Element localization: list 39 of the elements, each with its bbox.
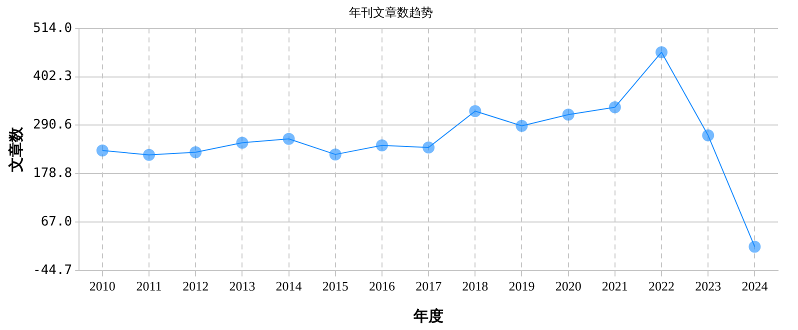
x-tick-label: 2011 xyxy=(136,278,162,294)
y-axis-title: 文章数 xyxy=(6,126,25,173)
x-tick-label: 2016 xyxy=(368,278,396,294)
x-tick-label: 2023 xyxy=(695,278,722,294)
point xyxy=(236,136,248,149)
point xyxy=(469,105,482,118)
x-tick-label: 2020 xyxy=(555,278,582,294)
point xyxy=(376,139,388,152)
point xyxy=(96,144,108,157)
point xyxy=(608,101,621,114)
point xyxy=(748,240,761,253)
y-tick-label: 290.6 xyxy=(32,118,72,133)
point xyxy=(190,146,202,158)
x-tick-label: 2013 xyxy=(229,278,256,294)
y-tick-label: 67.0 xyxy=(40,214,72,230)
point xyxy=(656,46,668,58)
x-tick-label: 2018 xyxy=(462,278,488,294)
y-tick-label: 178.8 xyxy=(32,166,72,181)
y-tick-label: -44.7 xyxy=(32,262,72,278)
x-axis-title: 年度 xyxy=(412,306,444,325)
point xyxy=(422,142,435,154)
point xyxy=(143,148,156,161)
chart-title: 年刊文章数趋势 xyxy=(349,5,433,20)
x-tick-label: 2024 xyxy=(742,278,768,294)
x-tick-label: 2014 xyxy=(276,278,302,294)
y-tick-label: 514.0 xyxy=(32,20,72,36)
x-tick-label: 2022 xyxy=(648,278,675,294)
point xyxy=(562,108,574,121)
point xyxy=(282,132,295,145)
x-tick-label: 2010 xyxy=(89,278,116,294)
x-tick-label: 2021 xyxy=(602,278,628,294)
y-tick-label: 402.3 xyxy=(32,69,72,84)
x-tick-label: 2019 xyxy=(508,278,535,294)
point xyxy=(329,148,342,160)
x-tick-label: 2017 xyxy=(416,278,442,294)
point xyxy=(702,129,714,142)
point xyxy=(516,120,528,132)
x-tick-label: 2012 xyxy=(182,278,209,294)
x-tick-label: 2015 xyxy=(322,278,348,294)
